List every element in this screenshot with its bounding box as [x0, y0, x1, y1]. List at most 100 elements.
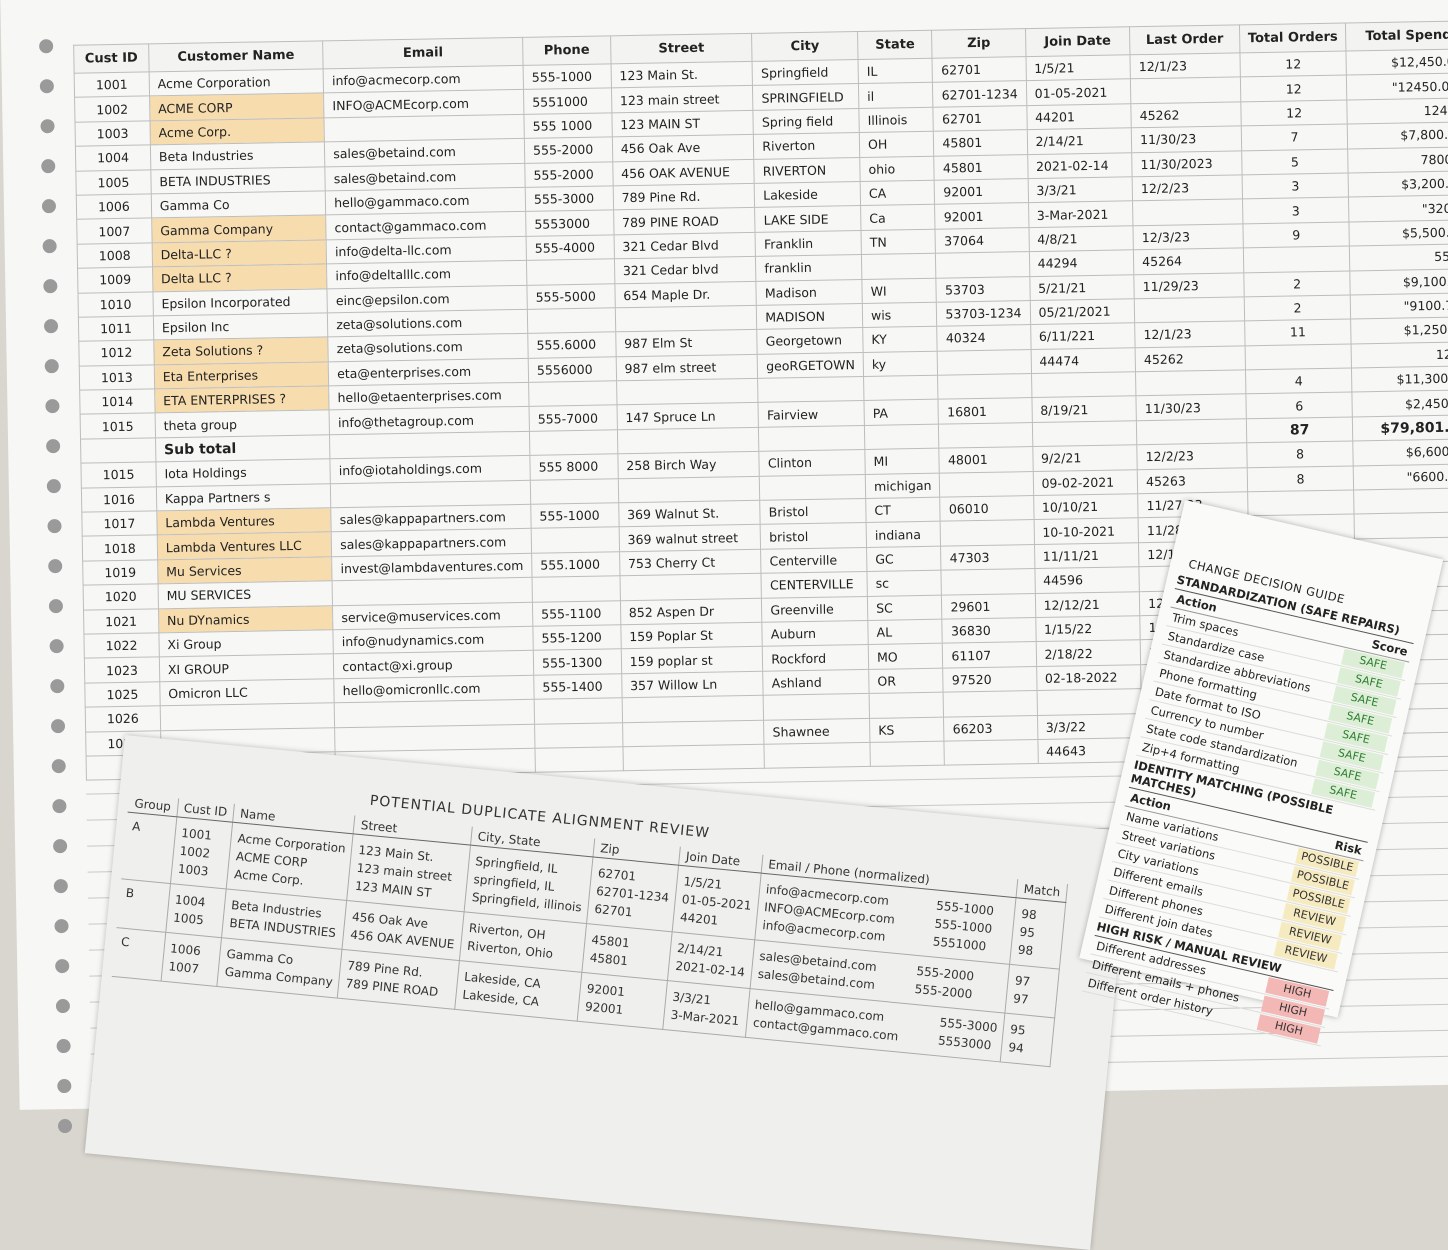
table-cell — [621, 695, 764, 723]
table-cell: 2 — [1243, 294, 1352, 322]
table-cell: 11 — [1244, 319, 1352, 346]
table-cell: Epsilon Inc — [153, 312, 329, 341]
table-cell — [334, 723, 536, 752]
table-cell: 48001 — [939, 446, 1033, 473]
table-cell: 11/30/23 — [1131, 126, 1242, 153]
table-cell: wis — [862, 302, 938, 328]
table-cell: 987 elm street — [615, 354, 758, 381]
table-cell: Epsilon Incorporated — [152, 288, 328, 316]
table-cell: 1025 — [84, 681, 161, 708]
punch-hole — [53, 878, 68, 894]
table-cell: 45262 — [1135, 345, 1246, 372]
match-cell: 98 95 98 — [1009, 897, 1066, 970]
table-cell: 62701 — [933, 105, 1027, 132]
table-cell: Nu DYnamics — [158, 605, 334, 633]
table-cell: 123 Main St. — [610, 61, 753, 89]
table-cell: 53703 — [936, 276, 1030, 303]
table-cell: "9100.75" — [1350, 292, 1448, 320]
match-score: 98 — [1017, 942, 1034, 959]
table-cell: sales@betaind.com — [324, 138, 525, 167]
table-cell: BETA INDUSTRIES — [150, 166, 326, 194]
punch-hole — [44, 359, 59, 374]
table-cell: info@thetagroup.com — [329, 406, 530, 435]
table-cell: 555.6000 — [527, 332, 616, 359]
table-cell: "6600.00" — [1353, 463, 1448, 490]
table-cell — [941, 568, 1035, 595]
table-cell — [863, 375, 939, 401]
column-header: Total Orders — [1239, 23, 1347, 53]
table-cell: 4/8/21 — [1028, 225, 1134, 252]
table-cell — [935, 251, 1030, 278]
table-cell: 5556000 — [528, 356, 617, 383]
table-cell: 37064 — [935, 227, 1029, 254]
table-cell — [622, 719, 765, 747]
table-cell: Omicron LLC — [159, 678, 335, 706]
table-cell: Sub total — [155, 434, 331, 463]
table-cell: 2021-02-14 — [1027, 152, 1133, 179]
table-cell: sales@betaind.com — [325, 162, 526, 191]
punch-hole — [57, 1078, 72, 1094]
group-cell: 1001 1002 1003 — [170, 816, 233, 889]
table-cell: 45263 — [1137, 467, 1248, 494]
table-cell — [864, 424, 940, 450]
table-cell: info@acmecorp.com — [323, 65, 524, 94]
table-cell: 456 OAK AVENUE — [612, 158, 755, 186]
punch-hole — [55, 998, 71, 1014]
group-cell: 3/3/21 3-Mar-2021 — [662, 980, 750, 1038]
group-cell: 1004 1005 — [165, 883, 227, 938]
table-cell: 3/3/21 — [1027, 176, 1133, 203]
table-cell: OR — [868, 667, 944, 694]
table-cell: Clinton — [759, 449, 866, 476]
table-cell: Lakeside — [754, 181, 861, 208]
table-cell: 456 Oak Ave — [612, 134, 755, 162]
table-cell — [1243, 246, 1351, 273]
table-cell: 12/2/23 — [1132, 174, 1243, 202]
table-cell: Franklin — [755, 230, 862, 257]
punch-hole — [49, 638, 64, 654]
match-score: 94 — [1007, 1040, 1025, 1056]
table-cell: Gamma Company — [151, 215, 327, 243]
table-cell: Rockford — [762, 644, 869, 672]
table-cell: Ashland — [762, 669, 870, 696]
group-cell: 789 Pine Rd. 789 PINE ROAD — [337, 949, 460, 1010]
phones: 555-3000 5553000 — [937, 1013, 998, 1054]
table-cell: Xi Group — [158, 629, 334, 658]
table-cell: "12450.00" — [1346, 73, 1448, 100]
table-cell: 09-02-2021 — [1032, 469, 1138, 496]
table-cell: 66203 — [943, 715, 1038, 742]
group-label: A — [121, 812, 177, 884]
table-cell — [534, 722, 623, 749]
group-cell: Springfield, IL springfield, IL Springfiel… — [464, 845, 593, 924]
punch-hole — [55, 958, 70, 974]
table-cell: info@delta-llc.com — [326, 236, 527, 264]
table-cell: 11/30/23 — [1136, 394, 1247, 421]
table-cell: 1007 — [76, 218, 152, 244]
table-cell: 01-05-2021 — [1025, 79, 1131, 106]
table-cell: 159 Poplar St — [620, 622, 763, 650]
table-cell: 555-1100 — [532, 600, 621, 627]
match-cell: 95 94 — [1000, 1013, 1055, 1067]
table-cell: AL — [867, 619, 943, 645]
table-cell: MI — [864, 448, 940, 475]
table-cell: contact@gammaco.com — [325, 211, 527, 240]
table-cell — [330, 479, 531, 508]
table-cell: Madison — [756, 279, 863, 306]
table-cell — [528, 380, 617, 407]
table-cell: 12450 — [1347, 97, 1448, 125]
table-cell: 1015 — [80, 462, 157, 488]
table-cell: 02-18-2022 — [1036, 664, 1142, 691]
table-cell: LAKE SIDE — [754, 205, 862, 233]
table-cell: 1/5/21 — [1025, 54, 1131, 81]
column-header: Street — [610, 33, 753, 64]
table-cell: 555-1300 — [533, 649, 622, 676]
table-cell: 9 — [1242, 221, 1350, 248]
table-cell — [615, 305, 758, 333]
table-cell: $12,450.00 — [1346, 48, 1448, 76]
table-cell — [1136, 418, 1247, 445]
group-cell: 62701 62701-1234 62701 — [586, 856, 679, 932]
table-cell: 44294 — [1028, 249, 1134, 277]
column-header: Customer Name — [148, 40, 324, 72]
table-cell — [758, 425, 865, 452]
table-cell: 45264 — [1133, 247, 1244, 275]
table-cell: RIVERTON — [754, 157, 861, 184]
